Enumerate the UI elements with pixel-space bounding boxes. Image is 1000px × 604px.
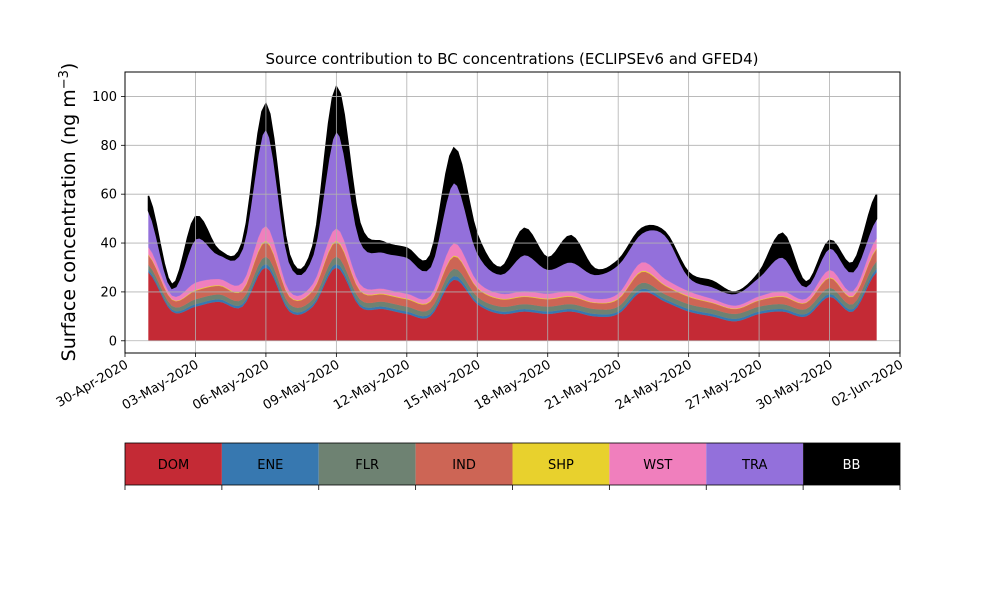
y-tick-label: 20 <box>100 285 117 300</box>
legend-swatch-shp <box>512 443 610 485</box>
x-tick-label: 21-May-2020 <box>543 357 625 413</box>
legend-swatch-flr <box>318 443 416 485</box>
y-axis-label: Surface concentration (ng m−3) <box>57 63 80 362</box>
legend-label-wst: WST <box>643 458 672 473</box>
legend-label-dom: DOM <box>158 458 189 473</box>
legend-label-shp: SHP <box>548 458 574 473</box>
x-tick-label: 06-May-2020 <box>190 357 272 413</box>
y-tick-label: 40 <box>100 237 117 252</box>
legend-swatch-ene <box>221 443 319 485</box>
legend-swatch-wst <box>609 443 707 485</box>
plot-frame <box>124 71 901 354</box>
legend-label-ene: ENE <box>257 458 283 473</box>
stacked-areas <box>147 84 878 341</box>
x-tick-label: 24-May-2020 <box>613 357 695 413</box>
area-series-bb <box>147 84 878 295</box>
x-tick-label: 30-Apr-2020 <box>54 357 131 410</box>
x-tick-label: 09-May-2020 <box>261 357 343 413</box>
legend-label-bb: BB <box>843 458 861 473</box>
legend-swatch-tra <box>706 443 804 485</box>
legend-swatch-dom <box>125 443 222 485</box>
legend-label-ind: IND <box>452 458 476 473</box>
x-axis: 30-Apr-202003-May-202006-May-202009-May-… <box>54 353 906 413</box>
legend-frame <box>124 442 901 486</box>
y-tick-label: 100 <box>92 90 117 105</box>
legend-label-flr: FLR <box>355 458 379 473</box>
legend-swatch-ind <box>415 443 513 485</box>
y-tick-label: 0 <box>109 334 117 349</box>
y-tick-label: 60 <box>100 188 117 203</box>
chart-title: Source contribution to BC concentrations… <box>265 50 758 68</box>
y-axis: 0 20 40 60 80 100 <box>92 90 125 349</box>
legend-label-tra: TRA <box>741 458 767 473</box>
plot-area <box>124 71 901 354</box>
legend-swatch-bb <box>803 443 900 485</box>
x-tick-label: 02-Jun-2020 <box>829 357 906 410</box>
y-tick-label: 80 <box>100 139 117 154</box>
x-tick-label: 18-May-2020 <box>472 357 554 413</box>
x-tick-label: 15-May-2020 <box>402 357 484 413</box>
x-tick-label: 12-May-2020 <box>331 357 413 413</box>
source-legend-colorbar: DOM ENE FLR IND SHP WST TRA BB <box>124 442 901 490</box>
x-tick-label: 03-May-2020 <box>120 357 202 413</box>
x-tick-label: 30-May-2020 <box>754 357 836 413</box>
x-tick-label: 27-May-2020 <box>683 357 765 413</box>
